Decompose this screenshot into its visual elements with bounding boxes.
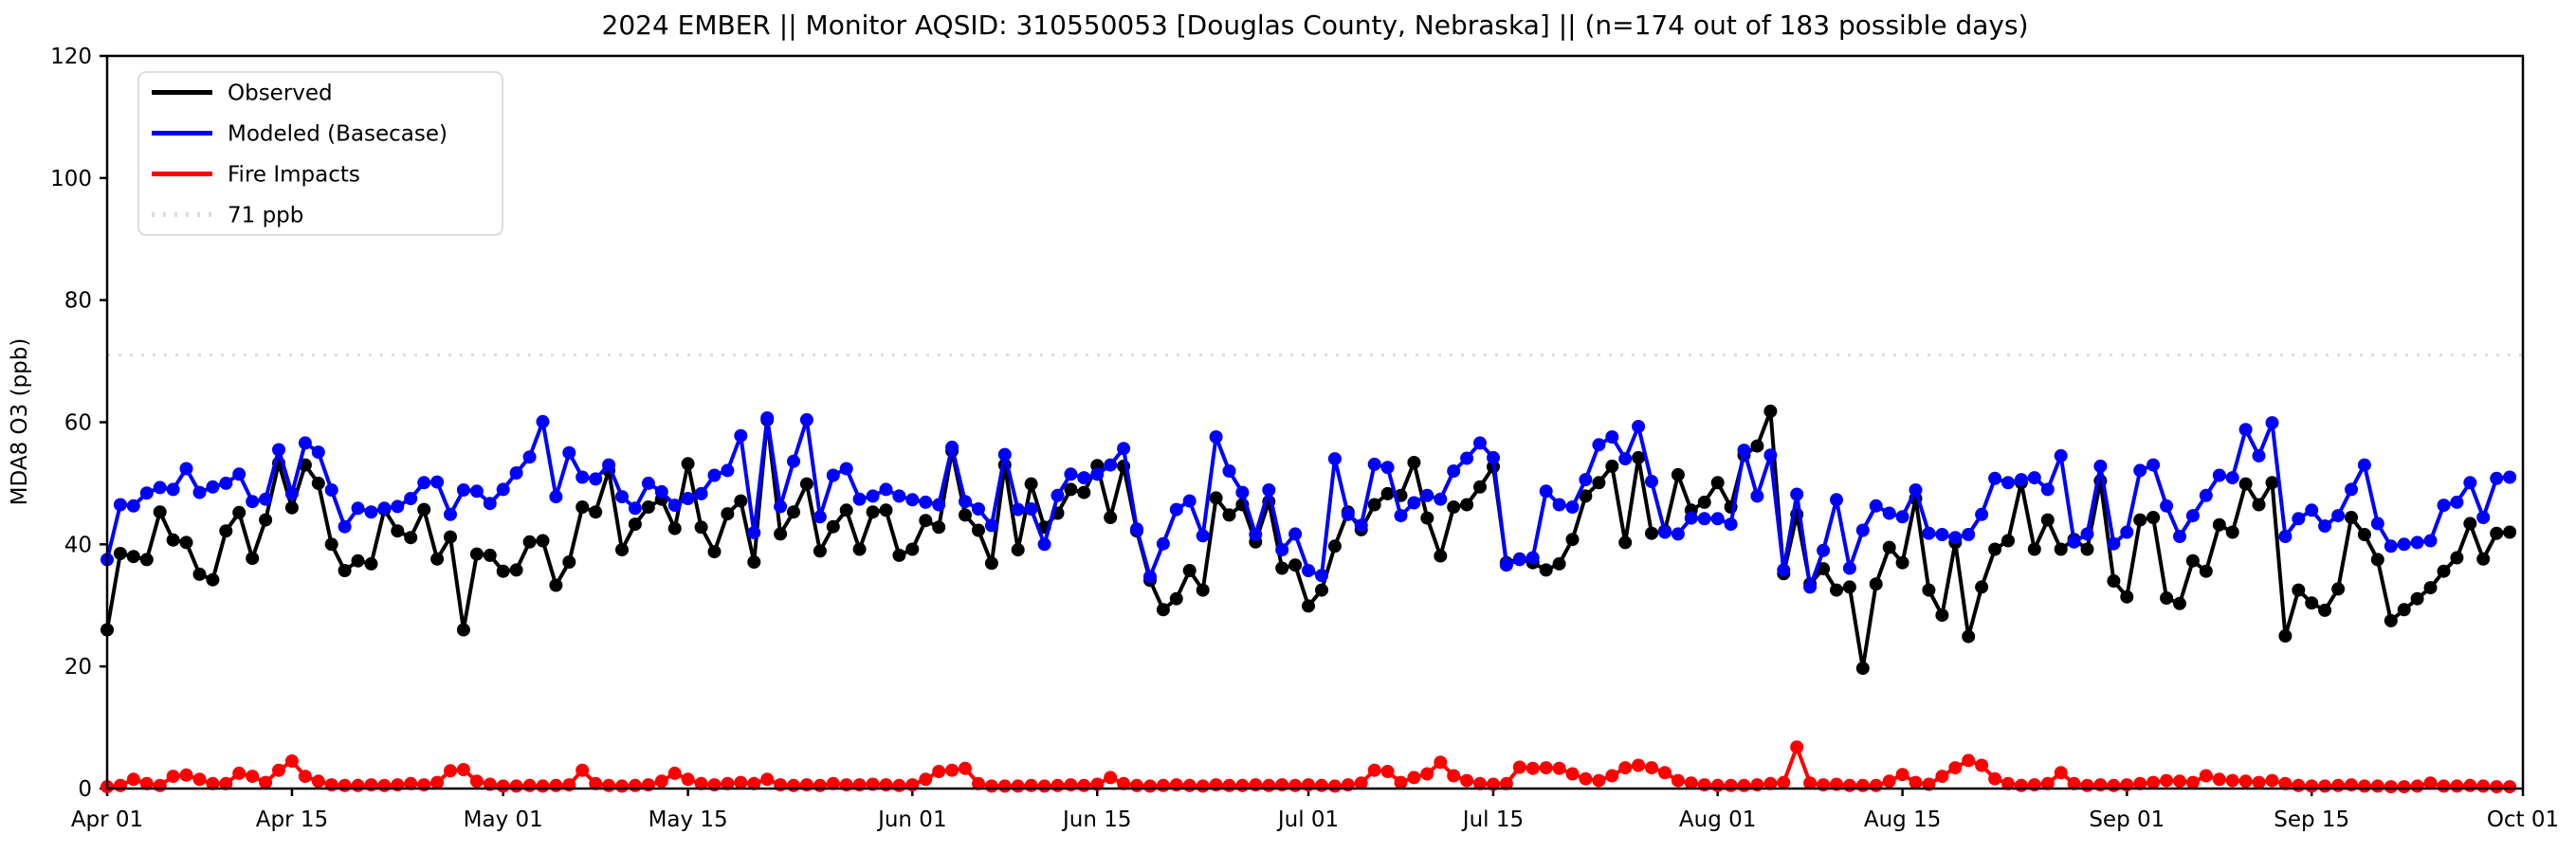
modeled-basecase-series	[100, 411, 2517, 594]
y-tick-label: 20	[64, 655, 92, 680]
x-tick-label: Oct 01	[2487, 808, 2559, 832]
x-tick-label: Aug 01	[1679, 808, 1757, 832]
chart-title: 2024 EMBER || Monitor AQSID: 310550053 […	[602, 9, 2029, 41]
x-axis: Apr 01 Apr 15 May 01 May 15 Jun 01 Jun 15 Jul …	[71, 789, 2559, 832]
y-axis-label: MDA8 O3 (ppb)	[8, 338, 32, 506]
y-tick-label: 60	[64, 411, 92, 436]
plot-area: 0 20 40 60 80 100 120 Apr 01 Apr 15 May 01 May 15 J…	[50, 45, 2559, 832]
x-tick-label: Jun 01	[876, 808, 947, 832]
x-tick-label: Sep 15	[2274, 808, 2349, 832]
y-tick-label: 100	[50, 167, 92, 191]
x-tick-label: Jul 01	[1276, 808, 1339, 832]
y-axis: 0 20 40 60 80 100 120	[50, 45, 107, 802]
x-tick-label: Apr 15	[256, 808, 328, 832]
y-tick-label: 0	[78, 777, 92, 802]
x-tick-label: May 01	[464, 808, 543, 832]
observed-series	[100, 404, 2517, 676]
y-tick-label: 120	[50, 45, 92, 69]
x-tick-label: Sep 01	[2089, 808, 2165, 832]
x-tick-label: Jun 15	[1061, 808, 1132, 832]
legend-label-3: Fire Impacts	[228, 163, 360, 188]
legend-label-4: 71 ppb	[228, 204, 303, 228]
x-tick-label: Apr 01	[71, 808, 143, 832]
y-tick-label: 40	[64, 533, 92, 557]
x-tick-label: Aug 15	[1864, 808, 1942, 832]
legend-box	[137, 71, 503, 236]
x-tick-label: May 15	[649, 808, 728, 832]
legend-label-2: Modeled (Basecase)	[228, 122, 448, 147]
plot-border	[105, 54, 2525, 790]
legend: Observed Modeled (Basecase) Fire Impacts 71…	[137, 71, 503, 236]
x-tick-label: Jul 15	[1461, 808, 1524, 832]
y-tick-label: 80	[64, 289, 92, 314]
modeled-basecase-series-line	[105, 416, 2512, 590]
legend-label-1: Observed	[228, 82, 333, 106]
fire-impacts-series	[100, 740, 2517, 794]
